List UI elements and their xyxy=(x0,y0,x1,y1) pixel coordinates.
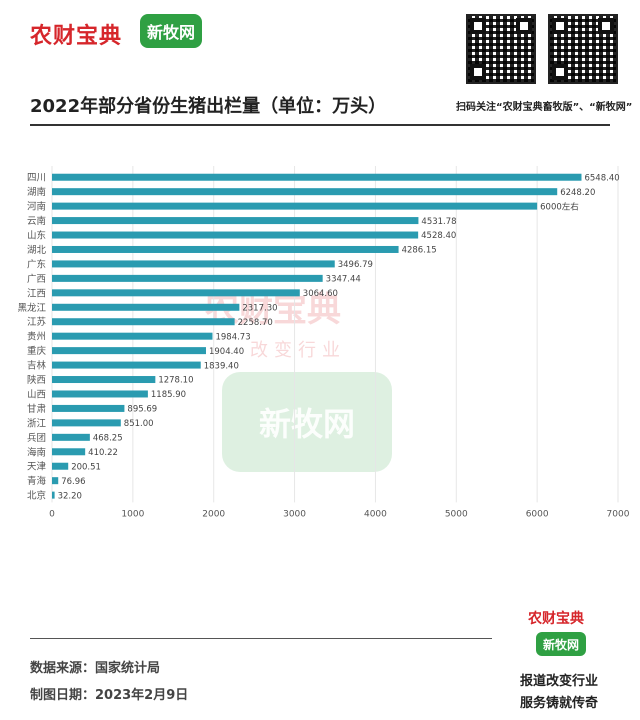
value-label: 851.00 xyxy=(124,419,154,429)
slogan-line-2: 服务铸就传奇 xyxy=(520,696,599,711)
value-label: 3347.44 xyxy=(326,275,361,285)
category-label: 四川 xyxy=(27,173,46,184)
bar xyxy=(52,231,419,239)
value-label: 4286.15 xyxy=(402,246,437,256)
bar xyxy=(52,419,121,427)
category-label: 山东 xyxy=(27,230,46,242)
bar xyxy=(52,245,399,253)
bar-chart: 0 1000 2000 3000 4000 5000 6000 7000 四川 6548.40 湖南… xyxy=(17,166,630,519)
value-label: 6000左右 xyxy=(540,201,579,212)
scan-qr-caption: 扫码关注“农财宝典畜牧版”、“新牧网” xyxy=(456,102,633,113)
bar xyxy=(52,477,59,485)
category-label: 兵团 xyxy=(27,432,46,444)
value-label: 468.25 xyxy=(93,434,123,444)
bar xyxy=(52,188,558,196)
category-label: 甘肃 xyxy=(27,403,46,415)
bar xyxy=(52,376,156,384)
xinmuwang-logo: 新牧网 xyxy=(140,14,202,48)
value-label: 200.51 xyxy=(71,462,101,472)
bar xyxy=(52,318,235,326)
x-tick-label: 3000 xyxy=(283,509,306,519)
category-label: 云南 xyxy=(27,215,46,227)
footer-nongcai-logo: 农财宝典 xyxy=(528,611,584,627)
value-label: 2258.70 xyxy=(238,318,273,328)
value-label: 1278.10 xyxy=(158,376,193,386)
bar xyxy=(52,173,582,181)
bar xyxy=(52,462,69,470)
bar xyxy=(52,303,240,311)
category-label: 浙江 xyxy=(27,417,47,429)
category-label: 重庆 xyxy=(27,345,47,357)
category-label: 广西 xyxy=(27,273,46,285)
category-label: 山西 xyxy=(27,389,46,400)
bar xyxy=(52,289,300,297)
watermark-xinmuwang: 新牧网 xyxy=(222,372,392,472)
category-label: 河南 xyxy=(27,201,46,213)
qr-code-icon xyxy=(466,14,536,84)
value-label: 1839.40 xyxy=(204,361,239,371)
value-label: 1904.40 xyxy=(209,347,244,357)
value-label: 4531.78 xyxy=(421,217,456,227)
bar xyxy=(52,491,55,499)
bar xyxy=(52,260,335,268)
category-label: 吉林 xyxy=(27,360,47,372)
x-tick-label: 0 xyxy=(49,509,55,519)
category-label: 湖南 xyxy=(27,186,46,198)
chart-date: 制图日期：2023年2月9日 xyxy=(30,688,189,703)
category-label: 海南 xyxy=(27,446,46,458)
footer-xinmuwang-logo: 新牧网 xyxy=(536,632,586,656)
bar xyxy=(52,361,201,369)
category-label: 黑龙江 xyxy=(17,302,46,314)
category-label: 湖北 xyxy=(27,245,47,256)
x-tick-label: 5000 xyxy=(445,509,468,519)
x-tick-label: 1000 xyxy=(121,509,144,519)
bar xyxy=(52,390,148,398)
value-label: 76.96 xyxy=(61,477,85,487)
x-tick-label: 7000 xyxy=(607,509,630,519)
bar xyxy=(52,433,90,441)
bar xyxy=(52,274,323,282)
x-tick-label: 4000 xyxy=(364,509,387,519)
chart-title: 2022年部分省份生猪出栏量（单位：万头） xyxy=(30,96,387,117)
bar xyxy=(52,448,86,456)
category-label: 北京 xyxy=(27,490,46,502)
value-label: 895.69 xyxy=(127,405,157,415)
qr-code-icon xyxy=(548,14,618,84)
data-source: 数据来源：国家统计局 xyxy=(30,661,161,676)
nongcai-baodian-logo: 农财宝典 xyxy=(30,24,123,49)
category-label: 江西 xyxy=(27,288,46,299)
value-label: 3496.79 xyxy=(338,260,373,270)
category-label: 贵州 xyxy=(27,331,46,343)
bar xyxy=(52,217,419,225)
value-label: 3064.60 xyxy=(303,289,338,299)
slogan-line-1: 报道改变行业 xyxy=(520,674,599,689)
category-label: 天津 xyxy=(27,462,47,473)
value-label: 4528.40 xyxy=(421,231,456,241)
x-tick-label: 6000 xyxy=(526,509,549,519)
title-divider xyxy=(30,124,610,126)
bar xyxy=(52,202,538,210)
bar xyxy=(52,347,206,355)
x-tick-label: 2000 xyxy=(202,509,225,519)
value-label: 1185.90 xyxy=(151,390,186,400)
value-label: 410.22 xyxy=(88,448,118,458)
value-label: 6548.40 xyxy=(584,173,619,183)
category-label: 江苏 xyxy=(27,316,47,328)
category-label: 青海 xyxy=(27,475,47,487)
value-label: 2317.30 xyxy=(242,303,277,313)
bar xyxy=(52,404,125,412)
category-label: 陕西 xyxy=(27,374,46,386)
value-label: 32.20 xyxy=(58,491,82,501)
bar xyxy=(52,332,213,340)
footer-divider xyxy=(30,638,492,639)
value-label: 6248.20 xyxy=(560,188,595,198)
value-label: 1984.73 xyxy=(215,332,250,342)
category-label: 广东 xyxy=(27,258,46,270)
